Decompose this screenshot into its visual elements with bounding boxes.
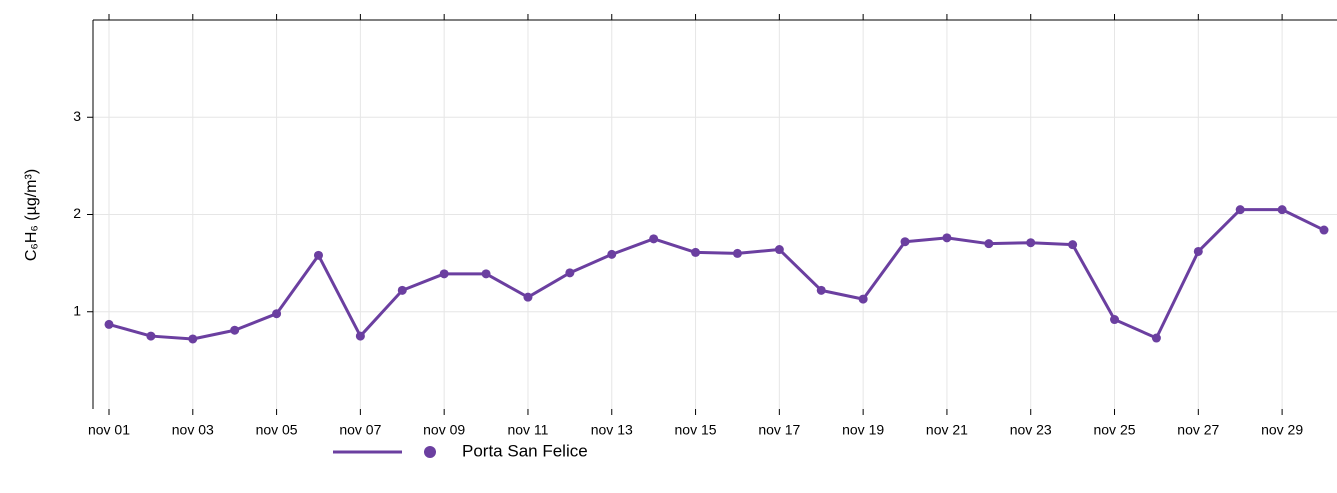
point (1110, 315, 1120, 325)
point (1193, 246, 1203, 256)
x-tick-label: nov 11 (507, 422, 548, 438)
legend-dot (424, 446, 436, 458)
point (104, 319, 114, 329)
x-tick-label: nov 25 (1093, 422, 1135, 438)
x-tick-label: nov 21 (926, 422, 968, 438)
point (816, 285, 826, 295)
point (230, 325, 240, 335)
x-tick-label: nov 09 (423, 422, 465, 438)
series-line (108, 208, 1325, 341)
point (942, 233, 952, 243)
point (649, 234, 659, 244)
point (774, 245, 784, 255)
y-tick-label: 1 (73, 302, 81, 318)
x-tick-label: nov 05 (256, 422, 298, 438)
point (900, 237, 910, 247)
x-tick-label: nov 07 (339, 422, 381, 438)
legend-label: Porta San Felice (462, 441, 588, 460)
x-tick-label: nov 17 (758, 422, 800, 438)
point (355, 331, 365, 341)
point (1068, 240, 1078, 250)
x-tick-label: nov 29 (1261, 422, 1303, 438)
point (1026, 238, 1036, 248)
x-tick-label: nov 19 (842, 422, 884, 438)
point (439, 269, 449, 279)
point (313, 250, 323, 260)
point (732, 248, 742, 258)
point (272, 309, 282, 319)
x-tick-label: nov 23 (1010, 422, 1052, 438)
point (691, 247, 701, 257)
x-tick-label: nov 27 (1177, 422, 1219, 438)
point (188, 334, 198, 344)
x-tick-label: nov 03 (172, 422, 214, 438)
point (481, 269, 491, 279)
point (858, 294, 868, 304)
point (523, 292, 533, 302)
x-tick-label: nov 01 (88, 422, 130, 438)
y-tick-label: 2 (73, 205, 81, 221)
y-axis-label: C₆H₆ (µg/m³) (23, 169, 40, 261)
point (1319, 225, 1329, 235)
point (1277, 205, 1287, 215)
point (607, 249, 617, 259)
y-tick-label: 3 (73, 108, 81, 124)
x-tick-label: nov 15 (675, 422, 717, 438)
point (1235, 205, 1245, 215)
x-tick-label: nov 13 (591, 422, 633, 438)
point (565, 268, 575, 278)
point (984, 239, 994, 249)
point (146, 331, 156, 341)
point (397, 285, 407, 295)
point (1151, 333, 1161, 343)
